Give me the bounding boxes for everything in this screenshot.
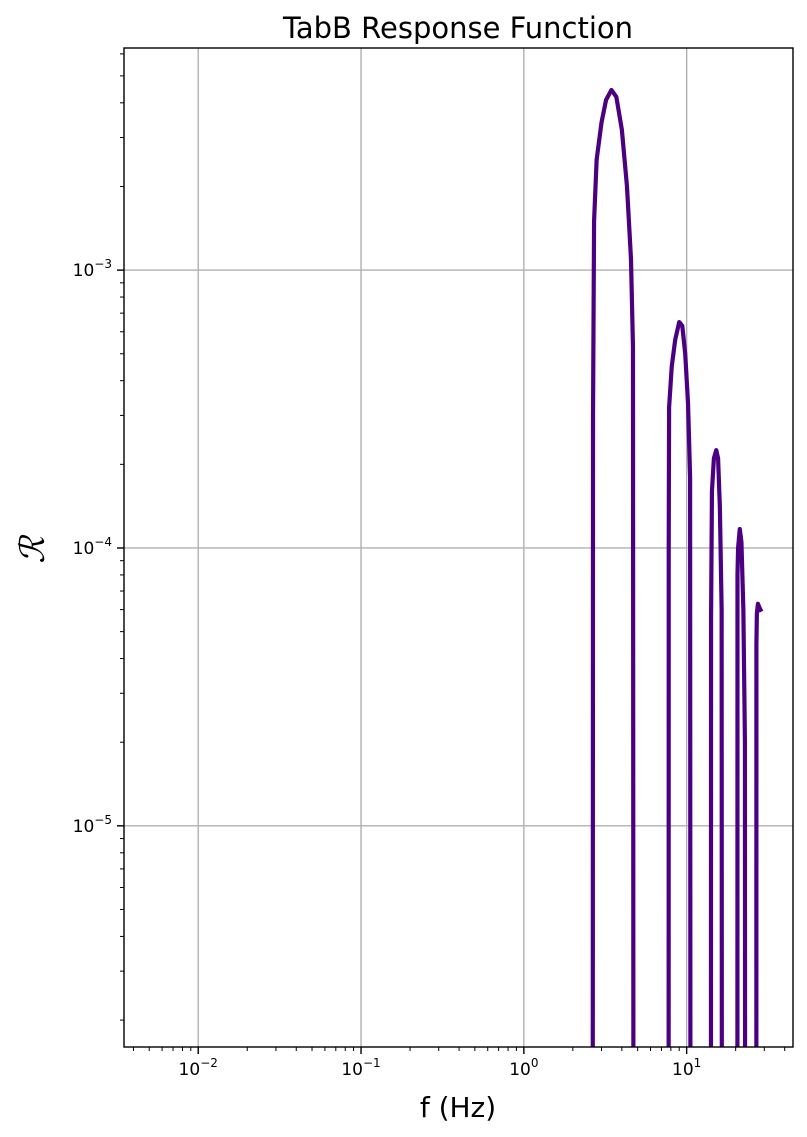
x-tick-label-exponent: −2 bbox=[200, 1056, 218, 1070]
x-tick-label-1: 10−1 bbox=[341, 1056, 380, 1080]
series-line-TabB bbox=[590, 87, 764, 1047]
x-tick-label-base: 10 bbox=[509, 1060, 531, 1080]
x-tick-label-base: 10 bbox=[672, 1060, 694, 1080]
chart-title: TabB Response Function bbox=[282, 11, 633, 45]
x-tick-label-exponent: 1 bbox=[694, 1056, 702, 1070]
y-tick-label-2: 10−5 bbox=[73, 813, 112, 837]
x-tick-label-exponent: 0 bbox=[531, 1056, 539, 1070]
grid bbox=[124, 48, 793, 1047]
y-tick-label-base: 10 bbox=[73, 539, 95, 559]
y-tick-label-base: 10 bbox=[73, 261, 95, 281]
y-tick-label-exponent: −3 bbox=[94, 257, 112, 271]
x-tick-label-base: 10 bbox=[341, 1060, 363, 1080]
x-tick-label-2: 100 bbox=[509, 1056, 538, 1080]
x-tick-label-exponent: −1 bbox=[363, 1056, 381, 1070]
y-tick-label-exponent: −5 bbox=[94, 813, 112, 827]
y-axis-label: ℛ bbox=[13, 534, 53, 564]
y-tick-label-base: 10 bbox=[73, 817, 95, 837]
y-tick-label-1: 10−4 bbox=[73, 535, 112, 559]
x-tick-label-0: 10−2 bbox=[179, 1056, 218, 1080]
y-tick-label-0: 10−3 bbox=[73, 257, 112, 281]
x-tick-label-3: 101 bbox=[672, 1056, 701, 1080]
x-tick-label-base: 10 bbox=[179, 1060, 201, 1080]
plot-area bbox=[590, 87, 764, 1047]
x-axis-label: f (Hz) bbox=[420, 1091, 496, 1124]
y-tick-label-exponent: −4 bbox=[94, 535, 112, 549]
